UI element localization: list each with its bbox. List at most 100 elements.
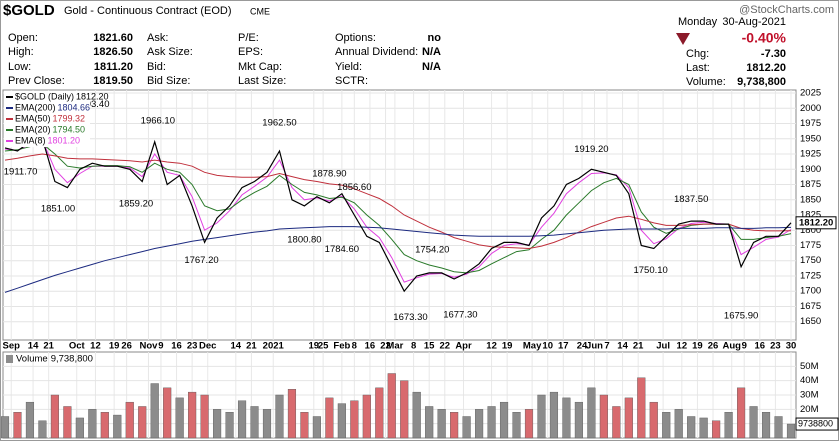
volume-bar xyxy=(200,394,209,439)
quote-value: N/A xyxy=(422,61,441,73)
quote-value: 1819.50 xyxy=(93,75,133,87)
price-annotation: 1919.20 xyxy=(574,144,608,155)
down-arrow xyxy=(676,33,690,45)
volume-bar xyxy=(562,397,571,439)
quote-label: High: xyxy=(8,46,34,58)
y-tick-label: 1650 xyxy=(800,316,821,327)
volume-bar xyxy=(737,387,746,439)
price-annotation: 1673.30 xyxy=(393,312,427,323)
volume-bar xyxy=(687,416,696,439)
volume-bar xyxy=(250,406,259,439)
summary-value: -7.30 xyxy=(761,48,786,60)
price-annotation: 1677.30 xyxy=(443,310,477,321)
y-tick-label: 30M xyxy=(800,390,819,401)
quote-label: P/E: xyxy=(238,32,259,44)
legend-name: EMA(20) xyxy=(15,124,51,134)
volume-legend-swatch xyxy=(6,355,13,363)
summary-label: Volume: xyxy=(686,76,726,88)
quote-label: Ask: xyxy=(147,32,168,44)
series-line xyxy=(4,143,792,274)
price-annotation: 1750.10 xyxy=(633,265,667,276)
y-tick-label: 40M xyxy=(800,375,819,386)
x-tick-label: 23 xyxy=(187,341,198,352)
volume-bar xyxy=(100,412,109,439)
legend-value: 1801.20 xyxy=(48,135,81,145)
x-tick-label: Apr xyxy=(455,341,472,352)
change-pct: -0.40% xyxy=(742,30,787,46)
symbol: $GOLD xyxy=(3,2,55,19)
x-tick-label: 22 xyxy=(380,341,391,352)
y-tick-label: 50M xyxy=(800,361,819,372)
volume-bar xyxy=(213,409,222,439)
volume-bar xyxy=(674,409,683,439)
volume-bar xyxy=(225,412,234,439)
x-tick-label: 9 xyxy=(742,341,747,352)
legend-value: 1812.20 xyxy=(76,91,109,101)
y-tick-label: 1850 xyxy=(800,194,821,205)
volume-bar xyxy=(512,412,521,439)
x-tick-label: 17 xyxy=(558,341,569,352)
price-annotation: 1675.90 xyxy=(724,310,758,321)
volume-bar xyxy=(574,401,583,439)
legend-value: 1794.50 xyxy=(53,124,86,134)
summary-value: 9,738,800 xyxy=(737,76,786,88)
quote-label: Ask Size: xyxy=(147,46,193,58)
volume-bar xyxy=(712,420,721,439)
x-tick-label: Nov xyxy=(139,341,158,352)
volume-bar xyxy=(88,409,97,439)
quote-value: N/A xyxy=(422,46,441,58)
volume-bar xyxy=(699,417,708,439)
volume-bar xyxy=(237,400,247,439)
summary-label: Last: xyxy=(686,62,710,74)
quote-label: Annual Dividend: xyxy=(335,46,418,58)
x-tick-label: 26 xyxy=(708,341,719,352)
volume-bar xyxy=(786,423,796,439)
volume-bar xyxy=(412,391,421,439)
x-tick-label: 19 xyxy=(308,341,319,352)
y-tick-label: 1800 xyxy=(800,225,821,236)
quote-label: Open: xyxy=(8,32,38,44)
y-tick-label: 1875 xyxy=(800,179,821,190)
y-tick-label: 1700 xyxy=(800,286,821,297)
x-tick-label: 30 xyxy=(786,341,797,352)
x-tick-label: 8 xyxy=(411,341,416,352)
price-annotation: 1851.00 xyxy=(41,204,75,215)
summary-value: 1812.20 xyxy=(746,62,786,74)
volume-bar xyxy=(163,387,172,439)
x-tick-label: 12 xyxy=(90,341,101,352)
legend-value: 1799.32 xyxy=(53,113,86,123)
x-tick-label: 16 xyxy=(755,341,766,352)
volume-bar xyxy=(462,416,471,439)
price-annotation: 1767.20 xyxy=(184,255,218,266)
series-line xyxy=(4,153,792,250)
series-line xyxy=(4,226,792,293)
price-annotation: 1856.60 xyxy=(337,182,371,193)
volume-bar xyxy=(300,412,309,439)
volume-bar xyxy=(262,409,272,439)
volume-bar xyxy=(63,406,72,439)
quote-value: 1826.50 xyxy=(93,46,133,58)
y-tick-label: 1775 xyxy=(800,240,821,251)
x-tick-label: 8 xyxy=(352,341,357,352)
x-tick-label: 16 xyxy=(171,341,182,352)
y-tick-label: 1925 xyxy=(800,149,821,160)
volume-legend-value: 9,738,800 xyxy=(51,354,93,365)
x-tick-label: 22 xyxy=(439,341,450,352)
summary-label: Chg: xyxy=(686,48,709,60)
x-tick-label: Mar xyxy=(386,341,403,352)
x-tick-label: 12 xyxy=(486,341,497,352)
y-tick-label: 1950 xyxy=(800,133,821,144)
quote-label: Last Size: xyxy=(238,75,286,87)
y-tick-label: 1675 xyxy=(800,301,821,312)
volume-bar xyxy=(0,416,10,439)
last-volume-box xyxy=(795,417,839,431)
volume-bar xyxy=(75,417,84,439)
quote-label: Options: xyxy=(335,32,376,44)
volume-bar xyxy=(38,420,47,439)
volume-bar xyxy=(649,401,658,439)
series-line xyxy=(4,138,792,293)
x-tick-label: 23 xyxy=(770,341,781,352)
volume-bar xyxy=(761,412,771,439)
quote-value: 1821.60 xyxy=(93,32,133,44)
